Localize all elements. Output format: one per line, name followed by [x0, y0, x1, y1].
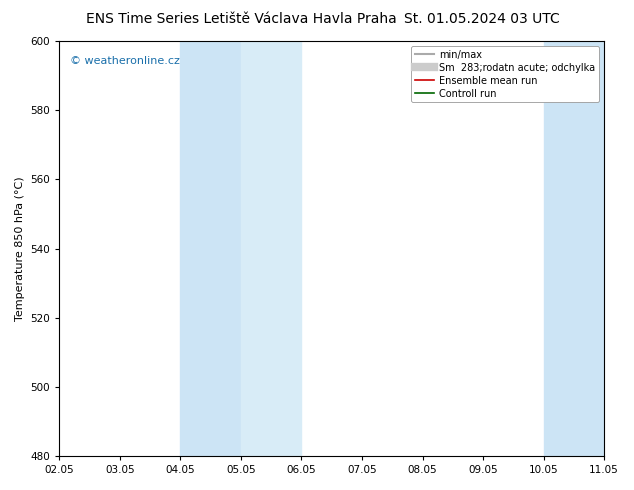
Text: ENS Time Series Letiště Václava Havla Praha: ENS Time Series Letiště Václava Havla Pr…: [86, 12, 396, 26]
Y-axis label: Temperature 850 hPa (°C): Temperature 850 hPa (°C): [15, 176, 25, 321]
Text: St. 01.05.2024 03 UTC: St. 01.05.2024 03 UTC: [404, 12, 560, 26]
Legend: min/max, Sm  283;rodatn acute; odchylka, Ensemble mean run, Controll run: min/max, Sm 283;rodatn acute; odchylka, …: [411, 46, 599, 102]
Bar: [543, 41, 604, 456]
Bar: [241, 41, 301, 456]
Bar: [181, 41, 241, 456]
Text: © weatheronline.cz: © weatheronline.cz: [70, 55, 180, 66]
